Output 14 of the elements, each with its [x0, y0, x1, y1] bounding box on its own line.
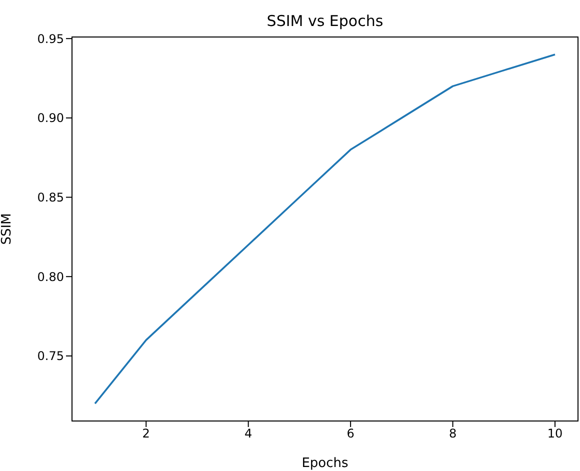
chart-title: SSIM vs Epochs: [266, 12, 384, 30]
y-tick-label: 0.75: [37, 349, 64, 364]
x-tick-label: 10: [547, 426, 563, 441]
y-tick-label: 0.85: [37, 190, 64, 205]
y-axis-title: SSIM: [0, 213, 15, 245]
y-tick-label: 0.90: [37, 111, 64, 126]
x-tick-label: 8: [448, 426, 457, 441]
x-tick-label: 2: [142, 426, 150, 441]
x-axis-title: Epochs: [302, 456, 349, 471]
y-tick-label: 0.80: [37, 270, 64, 284]
x-tick-label: 4: [244, 426, 252, 441]
y-tick-label: 0.95: [37, 32, 64, 46]
x-tick-label: 6: [346, 426, 354, 441]
line-series: [94, 54, 556, 404]
